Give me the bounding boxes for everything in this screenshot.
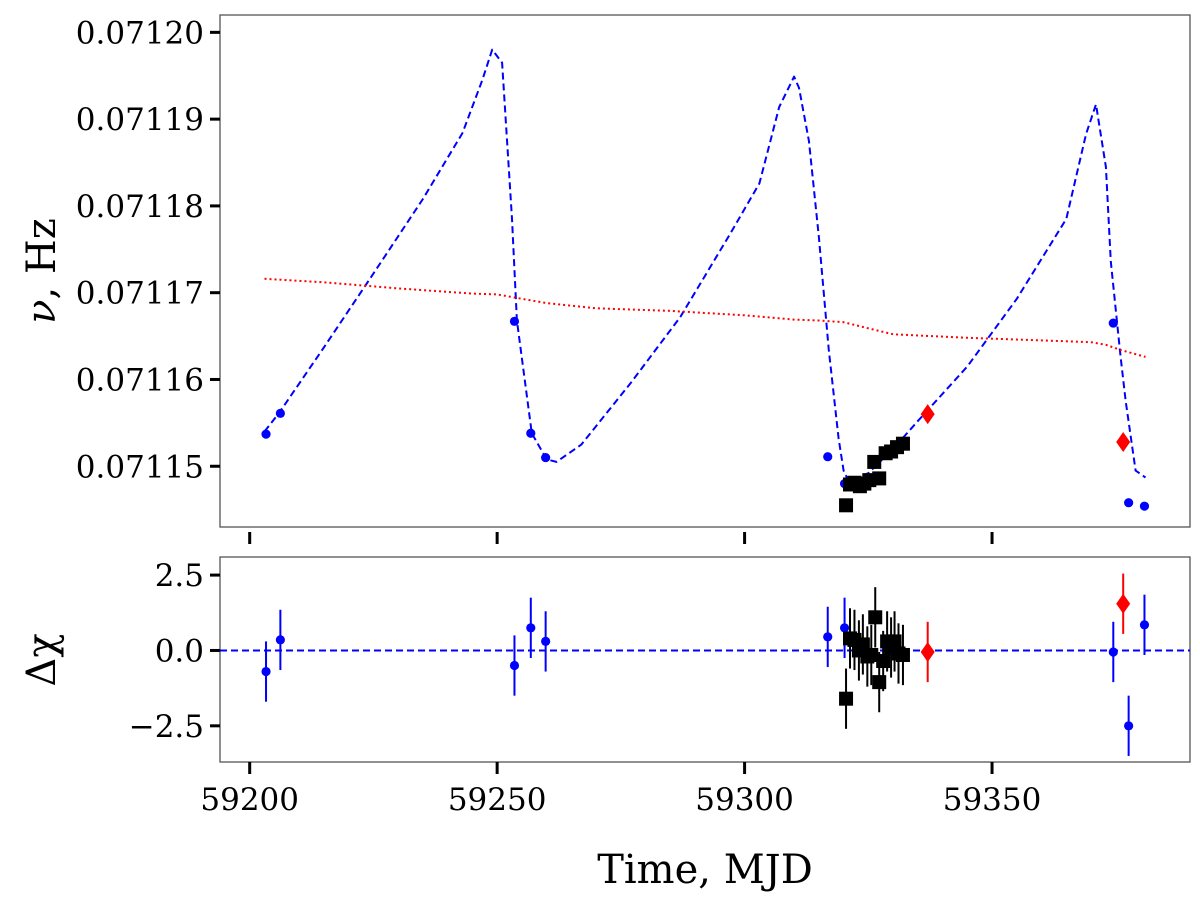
- blue-residuals-marker: [526, 623, 536, 633]
- bottom-x-tick-label: 59200: [200, 782, 299, 818]
- frequency-panel: 0.07115 0.07116 0.07117 0.07118 0.07119 0.071…: [19, 14, 1191, 544]
- blue-residuals-marker: [823, 632, 833, 642]
- blue-points-marker: [261, 429, 271, 439]
- black-residuals-marker: [864, 647, 879, 662]
- blue-residuals-marker: [509, 660, 520, 671]
- orbital-model-line: [263, 48, 1147, 482]
- bottom-y-ticks: −2.5 0.0 2.5: [129, 558, 220, 745]
- black-residuals-marker: [839, 691, 854, 706]
- blue-points-marker: [541, 452, 551, 463]
- black-squares-marker: [895, 436, 910, 451]
- x-axis-label: Time, MJD: [597, 847, 813, 893]
- bottom-panel-frame: [219, 556, 1191, 763]
- top-y-tick-label: 0.07120: [76, 15, 204, 51]
- blue-residuals-marker: [275, 635, 285, 645]
- blue-points-marker: [275, 408, 285, 418]
- bottom-y-tick-label: −2.5: [129, 709, 204, 745]
- top-x-ticks: [248, 532, 994, 544]
- black-squares-marker: [872, 471, 887, 486]
- top-y-tick-label: 0.07115: [76, 449, 204, 485]
- blue-points-marker: [509, 316, 520, 326]
- bottom-x-tick-label: 59350: [943, 782, 1042, 818]
- bottom-y-tick-label: 0.0: [155, 633, 204, 669]
- black-squares-marker: [839, 498, 854, 513]
- blue-residuals-marker: [1124, 721, 1134, 731]
- secular-trend-line: [264, 277, 1146, 358]
- blue-points-marker: [823, 452, 833, 462]
- red-diamonds-marker: [920, 404, 935, 425]
- blue-points-marker: [1139, 501, 1150, 511]
- blue-points-marker: [1124, 498, 1134, 508]
- red-diamonds-marker: [1116, 431, 1131, 452]
- red-residuals-marker: [1116, 593, 1131, 614]
- top-y-tick-label: 0.07117: [76, 276, 204, 312]
- black-residuals-marker: [895, 647, 910, 662]
- blue-residuals-marker: [1139, 620, 1150, 630]
- top-panel-frame: [219, 14, 1191, 528]
- residual-panel: −2.5 0.0 2.5 59200 59250 59300 59350 Δχ Time,…: [19, 556, 1191, 893]
- top-y-tick-label: 0.07119: [76, 102, 204, 138]
- blue-residuals-marker: [541, 636, 551, 647]
- black-residuals-marker: [868, 610, 883, 625]
- bottom-x-ticks: 59200 59250 59300 59350: [200, 762, 1041, 818]
- top-y-axis-label: ν, Hz: [19, 218, 65, 324]
- bottom-x-tick-label: 59300: [695, 782, 794, 818]
- top-y-ticks: 0.07115 0.07116 0.07117 0.07118 0.07119 0.071…: [76, 15, 220, 485]
- black-squares-marker: [867, 454, 882, 469]
- blue-residuals-marker: [261, 666, 271, 677]
- red-residuals-marker: [920, 641, 935, 662]
- bottom-x-tick-label: 59250: [448, 782, 547, 818]
- blue-residuals-marker: [839, 623, 850, 633]
- bottom-y-tick-label: 2.5: [155, 558, 204, 594]
- blue-residuals-marker: [1108, 647, 1118, 657]
- blue-points-marker: [1108, 318, 1118, 328]
- bottom-y-axis-label: Δχ: [19, 633, 65, 686]
- blue-points-marker: [526, 428, 536, 438]
- top-series: [261, 48, 1150, 513]
- top-y-axis-unit: , Hz: [19, 218, 65, 299]
- bottom-series: [220, 573, 1190, 756]
- top-y-axis-symbol: ν: [19, 300, 65, 324]
- top-y-tick-label: 0.07116: [76, 362, 204, 398]
- top-y-tick-label: 0.07118: [76, 189, 204, 225]
